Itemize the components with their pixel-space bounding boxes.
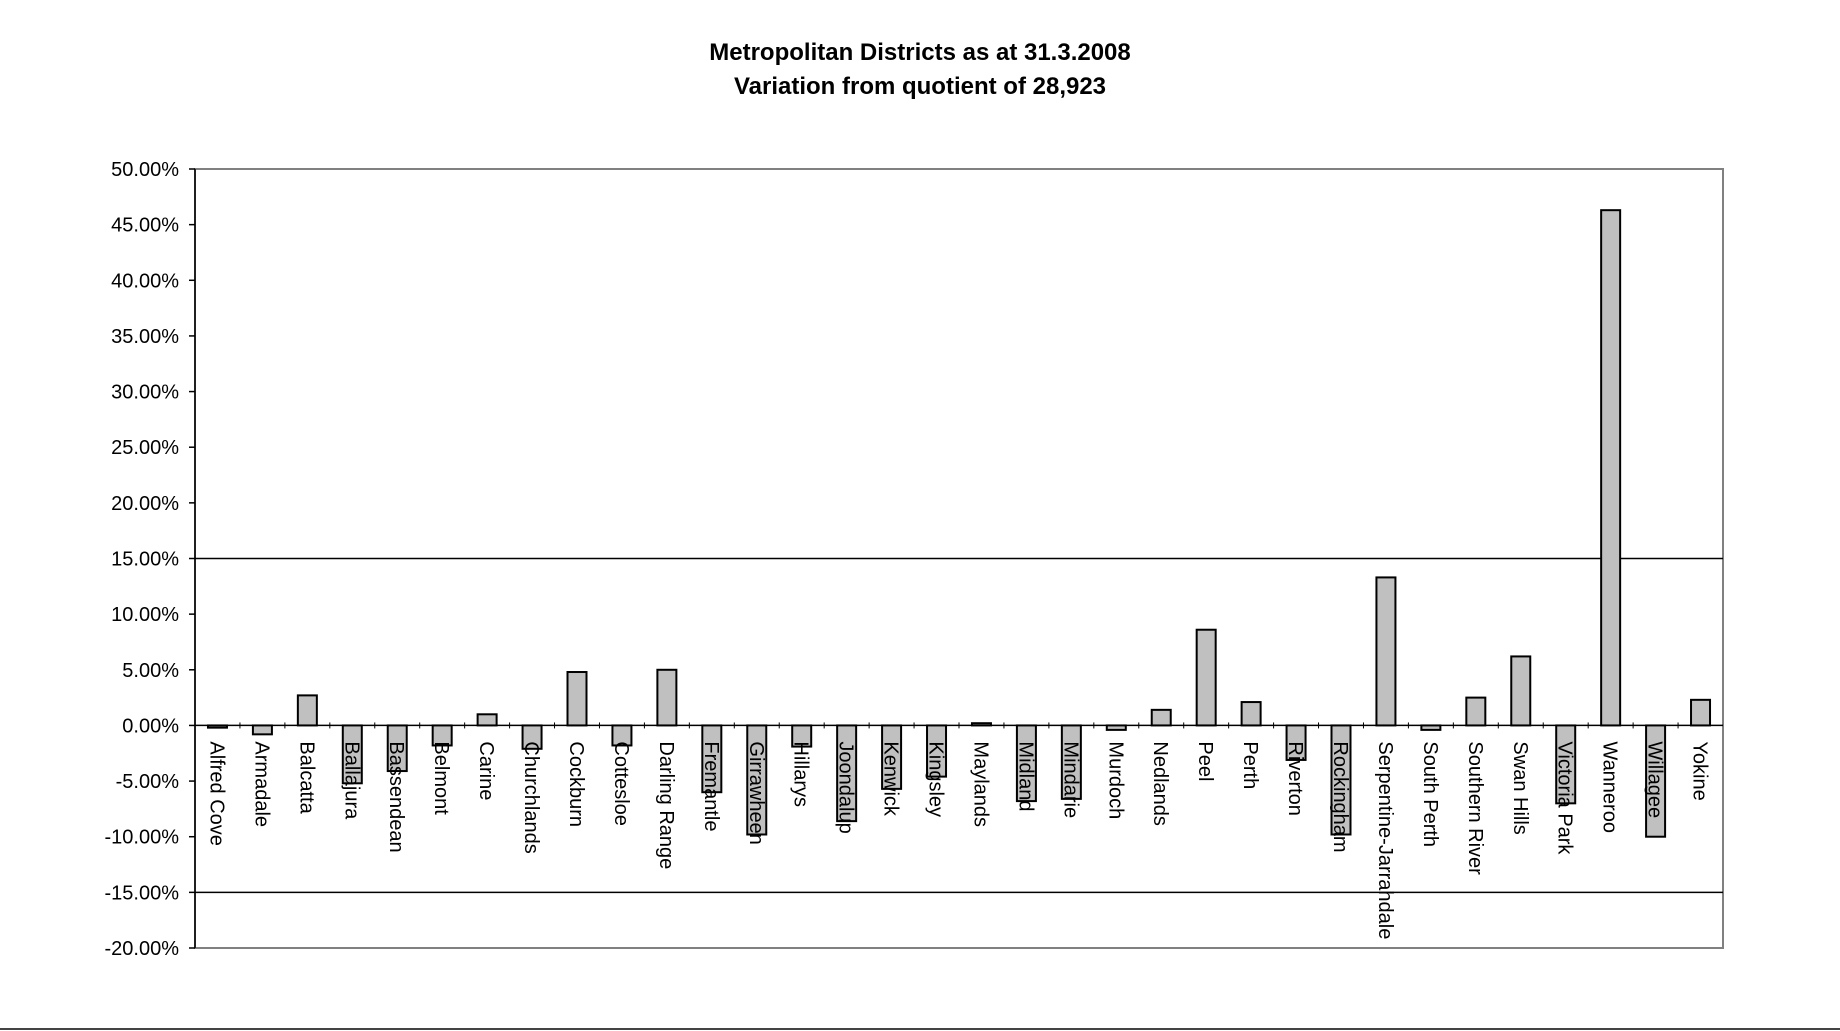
bar xyxy=(1690,698,1712,727)
x-tick-label: Armadale xyxy=(250,741,272,827)
bar xyxy=(836,724,858,823)
x-tick-label: Balcatta xyxy=(295,741,317,814)
x-tick-label: Yokine xyxy=(1689,741,1711,800)
x-tick-label: Southern River xyxy=(1464,741,1486,875)
x-tick-label: Maylands xyxy=(969,741,991,827)
y-tick-label: 30.00% xyxy=(111,382,179,404)
y-tick-label: 25.00% xyxy=(111,437,179,459)
y-tick-label: 10.00% xyxy=(111,604,179,626)
bar xyxy=(206,724,228,729)
bar xyxy=(611,724,633,747)
y-tick-label: -15.00% xyxy=(105,882,180,904)
x-tick-label: Mindarie xyxy=(1059,741,1081,818)
x-tick-label: Darling Range xyxy=(655,741,677,869)
x-tick-label: Midland xyxy=(1014,741,1036,811)
x-tick-label: Serpentine-Jarrahdale xyxy=(1374,741,1396,939)
bar xyxy=(431,724,453,747)
bar xyxy=(791,724,813,748)
bar xyxy=(566,671,588,727)
bar xyxy=(251,724,273,736)
x-tick-label: Fremantle xyxy=(700,741,722,831)
y-tick-label: 35.00% xyxy=(111,326,179,348)
bar xyxy=(1015,724,1037,803)
x-tick-label: Nedlands xyxy=(1149,741,1171,826)
y-tick-label: 5.00% xyxy=(122,660,179,682)
x-tick-label: Rockingham xyxy=(1329,741,1351,852)
bar xyxy=(1105,724,1127,731)
x-tick-label: Ballajura xyxy=(340,741,362,820)
bar xyxy=(701,724,723,794)
x-tick-label: Alfred Cove xyxy=(205,741,227,846)
bar xyxy=(341,724,363,785)
x-tick-label: Hillarys xyxy=(790,741,812,807)
y-tick-label: 40.00% xyxy=(111,270,179,292)
bar xyxy=(1555,724,1577,805)
y-tick-label: -10.00% xyxy=(105,827,180,849)
bar xyxy=(1195,628,1217,727)
bar xyxy=(1465,696,1487,727)
x-tick-label: Riverton xyxy=(1284,741,1306,815)
bar xyxy=(1600,209,1622,727)
bar xyxy=(926,724,948,778)
bar xyxy=(746,724,768,836)
x-tick-label: South Perth xyxy=(1419,741,1441,847)
x-tick-label: Cockburn xyxy=(565,741,587,827)
chart-title: Metropolitan Districts as at 31.3.2008 xyxy=(709,39,1131,66)
x-tick-label: Joondalup xyxy=(835,741,857,833)
bar xyxy=(476,713,498,727)
x-tick-label: Victoria Park xyxy=(1554,741,1576,855)
x-axis-labels: Alfred Cove Armadale Balcatta Ballajura Bass… xyxy=(205,741,1710,939)
bar xyxy=(1150,708,1172,727)
x-tick-label: Churchlands xyxy=(520,741,542,853)
chart-subtitle: Variation from quotient of 28,923 xyxy=(733,73,1107,100)
x-tick-label: Kenwick xyxy=(880,741,902,816)
x-tick-label: Bassendean xyxy=(385,741,407,852)
x-tick-label: Murdoch xyxy=(1104,741,1126,819)
y-tick-label: 15.00% xyxy=(111,549,179,571)
y-tick-label: 45.00% xyxy=(111,215,179,237)
y-tick-label: -5.00% xyxy=(116,771,180,793)
bars xyxy=(194,209,1712,838)
y-tick-label: -20.00% xyxy=(105,938,180,960)
x-tick-label: Cottesloe xyxy=(610,741,632,826)
bar xyxy=(1420,724,1442,731)
x-tick-label: Perth xyxy=(1239,741,1261,789)
x-tick-label: Peel xyxy=(1194,741,1216,781)
x-tick-label: Carine xyxy=(475,741,497,800)
bar xyxy=(1330,724,1352,836)
x-tick-label: Wanneroo xyxy=(1599,741,1621,833)
bar xyxy=(521,724,543,750)
footer-divider xyxy=(0,1028,1840,1030)
bar xyxy=(1375,576,1397,727)
x-tick-label: Swan Hills xyxy=(1509,741,1531,834)
y-axis-ticks: 50.00% 45.00% 40.00% 35.00% 30.00% 25.00% 20.0… xyxy=(105,159,195,960)
y-tick-label: 50.00% xyxy=(111,159,179,181)
bar xyxy=(970,722,992,727)
x-tick-label: Kingsley xyxy=(925,741,947,817)
bar xyxy=(1645,724,1667,838)
x-tick-label: Belmont xyxy=(430,741,452,815)
x-tick-label: Girrawheen xyxy=(745,741,767,844)
bar xyxy=(656,668,678,727)
bar xyxy=(386,724,408,773)
bar xyxy=(1510,655,1532,727)
bar xyxy=(1285,724,1307,761)
bar xyxy=(296,694,318,727)
y-tick-label: 0.00% xyxy=(122,715,179,737)
bar xyxy=(1060,724,1082,800)
y-tick-label: 20.00% xyxy=(111,493,179,515)
bar xyxy=(1240,701,1262,727)
x-tick-label: Willagee xyxy=(1644,741,1666,818)
bar xyxy=(881,724,903,790)
